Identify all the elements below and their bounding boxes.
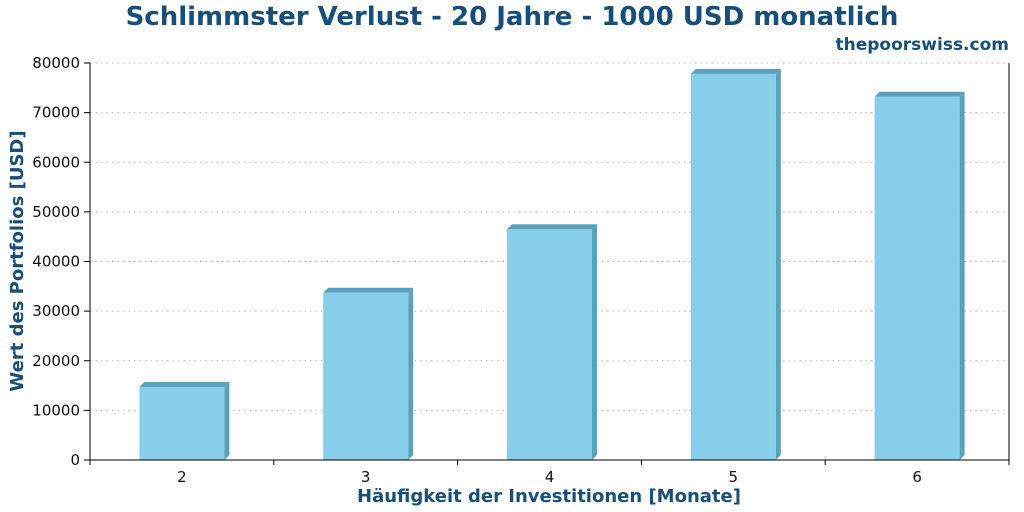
bar-top-face xyxy=(323,287,414,293)
bar-top-face xyxy=(874,91,965,97)
bar-front-face xyxy=(507,229,592,460)
x-tick-label: 4 xyxy=(545,468,555,486)
bar-3 xyxy=(323,287,414,460)
y-tick-label: 20000 xyxy=(32,352,80,370)
x-tick-label: 5 xyxy=(729,468,739,486)
bar-side-face xyxy=(959,91,965,461)
chart-title: Schlimmster Verlust - 20 Jahre - 1000 US… xyxy=(126,2,899,32)
bar-front-face xyxy=(874,96,960,461)
bar-side-face xyxy=(592,224,597,460)
bar-5 xyxy=(690,68,781,460)
x-tick-label: 6 xyxy=(912,468,922,486)
y-tick-label: 0 xyxy=(70,451,80,469)
bar-top-face xyxy=(507,224,597,230)
x-tick-label: 3 xyxy=(361,468,371,486)
bar-side-face xyxy=(408,287,414,460)
x-tick-labels: 2 3 4 5 6 xyxy=(177,468,922,486)
bar-side-face xyxy=(224,382,230,460)
y-axis-title: Wert des Portfolios [USD] xyxy=(7,130,28,391)
bar-front-face xyxy=(323,292,409,460)
bar-front-face xyxy=(139,387,225,460)
bar-top-face xyxy=(139,382,230,388)
bar-front-face xyxy=(690,73,776,460)
axes-group xyxy=(84,62,1010,465)
watermark-text: thepoorswiss.com xyxy=(836,35,1010,55)
y-tick-label: 50000 xyxy=(32,203,80,221)
y-tick-label: 10000 xyxy=(32,401,80,419)
grid-lines xyxy=(90,62,1009,411)
y-tick-labels: 0 10000 20000 30000 40000 50000 60000 70000 8000… xyxy=(32,54,80,469)
y-tick-label: 40000 xyxy=(32,253,80,271)
bar-6 xyxy=(874,91,965,461)
y-tick-label: 70000 xyxy=(32,104,80,122)
bars-group xyxy=(139,68,965,461)
y-tick-label: 30000 xyxy=(32,302,80,320)
y-tick-label: 80000 xyxy=(32,54,80,72)
bar-2 xyxy=(139,382,230,460)
bar-top-face xyxy=(690,68,781,74)
bar-4 xyxy=(507,224,597,460)
bar-side-face xyxy=(775,68,781,460)
x-axis-title: Häufigkeit der Investitionen [Monate] xyxy=(357,486,741,507)
x-tick-label: 2 xyxy=(177,468,187,486)
y-tick-label: 60000 xyxy=(32,153,80,171)
